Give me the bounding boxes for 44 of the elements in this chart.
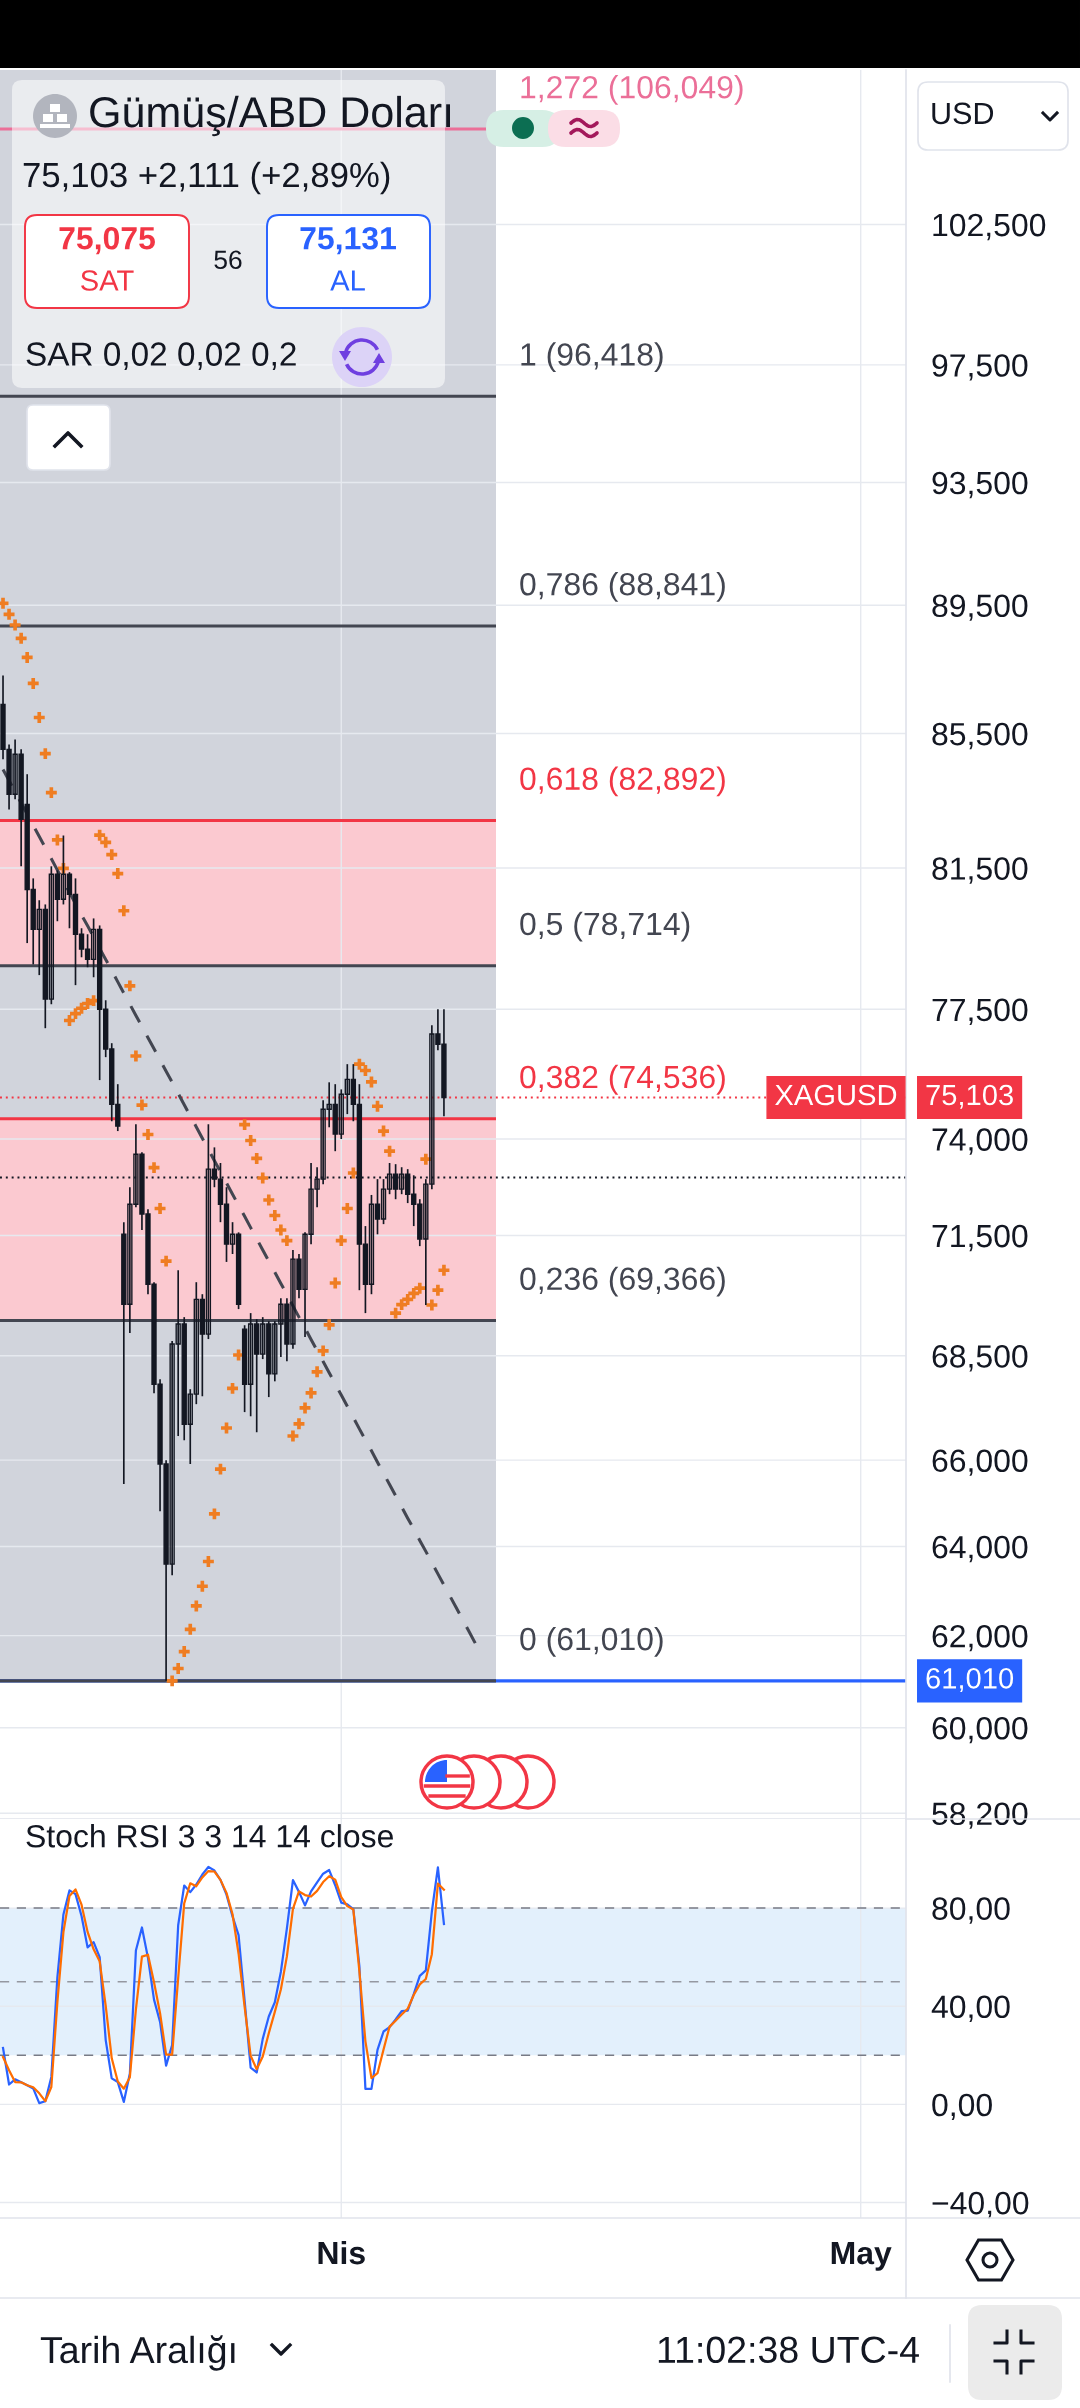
text: USD xyxy=(932,102,994,125)
annotation: SAR 0,02 0,02 0,2 xyxy=(26,342,296,370)
annotation: 75,103 +2,111 (+2,89%) xyxy=(23,161,390,195)
y-tick-label: 74,000 xyxy=(932,1128,1028,1155)
annotation: SAT xyxy=(81,270,134,291)
y-tick-label: −40,00 xyxy=(932,2191,1029,2219)
chart-title: Stoch RSI 3 3 14 14 close xyxy=(26,1824,393,1848)
ref-line-label: 1,272 (106,049) xyxy=(521,75,743,105)
y-tick-label: 77,500 xyxy=(932,998,1028,1025)
ref-line-label: 61,010 xyxy=(926,1668,1014,1693)
y-tick-label: 89,500 xyxy=(932,594,1028,621)
annotation: XAGUSD xyxy=(775,1084,897,1106)
y-tick-label: 81,500 xyxy=(932,857,1028,884)
text: 11:02:38 UTC-4 xyxy=(658,2336,919,2364)
x-tick-label: May xyxy=(831,2242,892,2271)
annotation: 75,075 xyxy=(59,226,155,255)
text: Tarih Aralığı xyxy=(40,2335,235,2371)
annotation: 75,131 xyxy=(300,226,396,255)
ref-line-label: 0,618 (82,892) xyxy=(520,766,725,797)
ref-line-label: 0,236 (69,366) xyxy=(520,1266,725,1297)
y-tick-label: 64,000 xyxy=(932,1535,1028,1563)
y-tick-label: 97,500 xyxy=(932,354,1028,381)
annotation: 56 xyxy=(214,250,242,270)
y-tick-label: 60,000 xyxy=(932,1716,1028,1744)
ref-line-label: 1 (96,418) xyxy=(521,342,663,373)
y-tick-label: 66,000 xyxy=(932,1449,1028,1476)
y-tick-label: 0,00 xyxy=(932,2093,992,2121)
y-tick-label: 71,500 xyxy=(932,1224,1028,1252)
y-tick-label: 80,00 xyxy=(932,1897,1010,1924)
y-tick-label: 85,500 xyxy=(932,722,1028,750)
y-tick-label: 40,00 xyxy=(931,1995,1010,2022)
y-tick-label: 93,500 xyxy=(932,471,1028,499)
y-tick-label: 102,500 xyxy=(933,213,1046,241)
ref-line-label: 75,103 xyxy=(926,1084,1013,1109)
text: Gümüş/ABD Doları xyxy=(90,95,450,137)
ref-line-label: 0 (61,010) xyxy=(520,1626,663,1657)
y-tick-label: 58,200 xyxy=(932,1802,1028,1829)
y-tick-label: 62,000 xyxy=(932,1624,1028,1652)
ref-line-label: 0,382 (74,536) xyxy=(520,1064,725,1095)
y-tick-label: 68,500 xyxy=(932,1345,1028,1372)
ref-line-label: 0,5 (78,714) xyxy=(520,911,690,942)
annotation: AL xyxy=(330,270,365,291)
x-tick-label: Nis xyxy=(318,2240,365,2265)
ref-line-label: 0,786 (88,841) xyxy=(520,572,725,602)
